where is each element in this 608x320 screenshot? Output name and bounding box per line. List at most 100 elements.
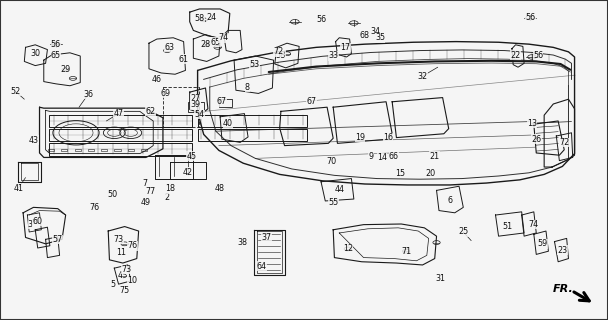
- Text: 61: 61: [179, 55, 188, 64]
- Text: 58: 58: [195, 14, 204, 23]
- Text: 73: 73: [122, 265, 131, 274]
- Bar: [101, 149, 107, 151]
- Text: 49: 49: [141, 198, 151, 207]
- Text: 15: 15: [395, 169, 405, 178]
- Text: 1: 1: [185, 168, 190, 177]
- Text: 66: 66: [389, 152, 399, 161]
- Text: 64: 64: [257, 262, 266, 271]
- Text: 46: 46: [152, 75, 162, 84]
- Text: 73: 73: [114, 235, 123, 244]
- Text: 47: 47: [114, 109, 123, 118]
- Text: 8: 8: [245, 83, 250, 92]
- Text: 52: 52: [10, 87, 20, 96]
- Text: 56: 56: [51, 40, 61, 49]
- Text: 2: 2: [164, 193, 169, 202]
- Text: 56: 56: [533, 51, 543, 60]
- Bar: [219, 99, 232, 107]
- Bar: [88, 149, 94, 151]
- Text: 23: 23: [558, 246, 567, 255]
- Text: FR.: FR.: [553, 284, 574, 294]
- Bar: [48, 149, 54, 151]
- Text: 20: 20: [426, 169, 435, 178]
- Text: 54: 54: [195, 110, 204, 119]
- Text: 72: 72: [274, 47, 283, 56]
- Bar: [141, 149, 147, 151]
- Text: 74: 74: [529, 220, 539, 229]
- Text: 51: 51: [503, 222, 513, 231]
- Text: 19: 19: [355, 133, 365, 142]
- Text: 62: 62: [146, 107, 156, 116]
- Text: 6: 6: [447, 196, 452, 205]
- Text: 58: 58: [276, 51, 286, 60]
- Text: 56: 56: [525, 13, 535, 22]
- Bar: [198, 115, 307, 127]
- Text: 13: 13: [527, 119, 537, 128]
- Text: 3: 3: [28, 220, 33, 229]
- Text: 42: 42: [182, 168, 192, 177]
- Text: 60: 60: [33, 217, 43, 226]
- Text: 69: 69: [161, 89, 170, 98]
- Text: 68: 68: [360, 31, 370, 40]
- Text: 4: 4: [118, 271, 123, 280]
- Text: 10: 10: [128, 276, 137, 285]
- Text: 74: 74: [219, 33, 229, 42]
- Text: 5: 5: [110, 280, 115, 289]
- Text: 7: 7: [142, 179, 147, 188]
- Text: 77: 77: [146, 187, 156, 196]
- Text: 59: 59: [537, 239, 547, 248]
- Text: 36: 36: [83, 90, 93, 99]
- Text: 34: 34: [371, 27, 381, 36]
- Text: 57: 57: [53, 235, 63, 244]
- Text: 75: 75: [120, 286, 130, 295]
- Bar: [198, 129, 307, 141]
- Text: 35: 35: [375, 33, 385, 42]
- Bar: [61, 149, 67, 151]
- Text: 67: 67: [306, 97, 316, 106]
- Text: 12: 12: [343, 244, 353, 253]
- Text: 53: 53: [249, 60, 259, 69]
- Text: 63: 63: [164, 43, 174, 52]
- Text: 55: 55: [328, 198, 338, 207]
- Text: 76: 76: [89, 203, 99, 212]
- Text: 14: 14: [377, 153, 387, 162]
- Bar: [49, 143, 192, 156]
- Text: 50: 50: [108, 190, 117, 199]
- Text: 56: 56: [316, 15, 326, 24]
- Text: 70: 70: [326, 157, 336, 166]
- Text: 65: 65: [211, 38, 221, 47]
- Text: 67: 67: [217, 97, 227, 106]
- Text: 21: 21: [430, 152, 440, 161]
- Text: 18: 18: [165, 184, 175, 193]
- Text: 24: 24: [207, 13, 216, 22]
- Text: 48: 48: [215, 184, 225, 193]
- Text: 38: 38: [237, 238, 247, 247]
- Bar: [128, 149, 134, 151]
- Text: 26: 26: [531, 135, 541, 144]
- Bar: [49, 129, 192, 141]
- Text: 65: 65: [51, 51, 61, 60]
- Text: 43: 43: [29, 136, 38, 145]
- Text: 40: 40: [223, 119, 233, 128]
- Text: 30: 30: [30, 49, 40, 58]
- Text: 45: 45: [187, 152, 196, 161]
- Text: 27: 27: [191, 94, 201, 103]
- Text: 37: 37: [261, 233, 271, 242]
- Text: 32: 32: [418, 72, 427, 81]
- Text: 29: 29: [61, 65, 71, 74]
- Text: 33: 33: [328, 52, 338, 60]
- Text: 44: 44: [334, 185, 344, 194]
- Text: 72: 72: [559, 138, 569, 147]
- Bar: [75, 149, 81, 151]
- Text: 39: 39: [191, 100, 201, 109]
- Text: 28: 28: [201, 40, 210, 49]
- Bar: [188, 102, 204, 112]
- Text: 9: 9: [368, 152, 373, 161]
- Text: 31: 31: [436, 274, 446, 283]
- Bar: [114, 149, 120, 151]
- Text: 17: 17: [340, 43, 350, 52]
- Text: 71: 71: [401, 247, 411, 256]
- Text: 22: 22: [511, 51, 520, 60]
- Bar: [49, 115, 192, 127]
- Text: 16: 16: [383, 133, 393, 142]
- Text: 11: 11: [117, 248, 126, 257]
